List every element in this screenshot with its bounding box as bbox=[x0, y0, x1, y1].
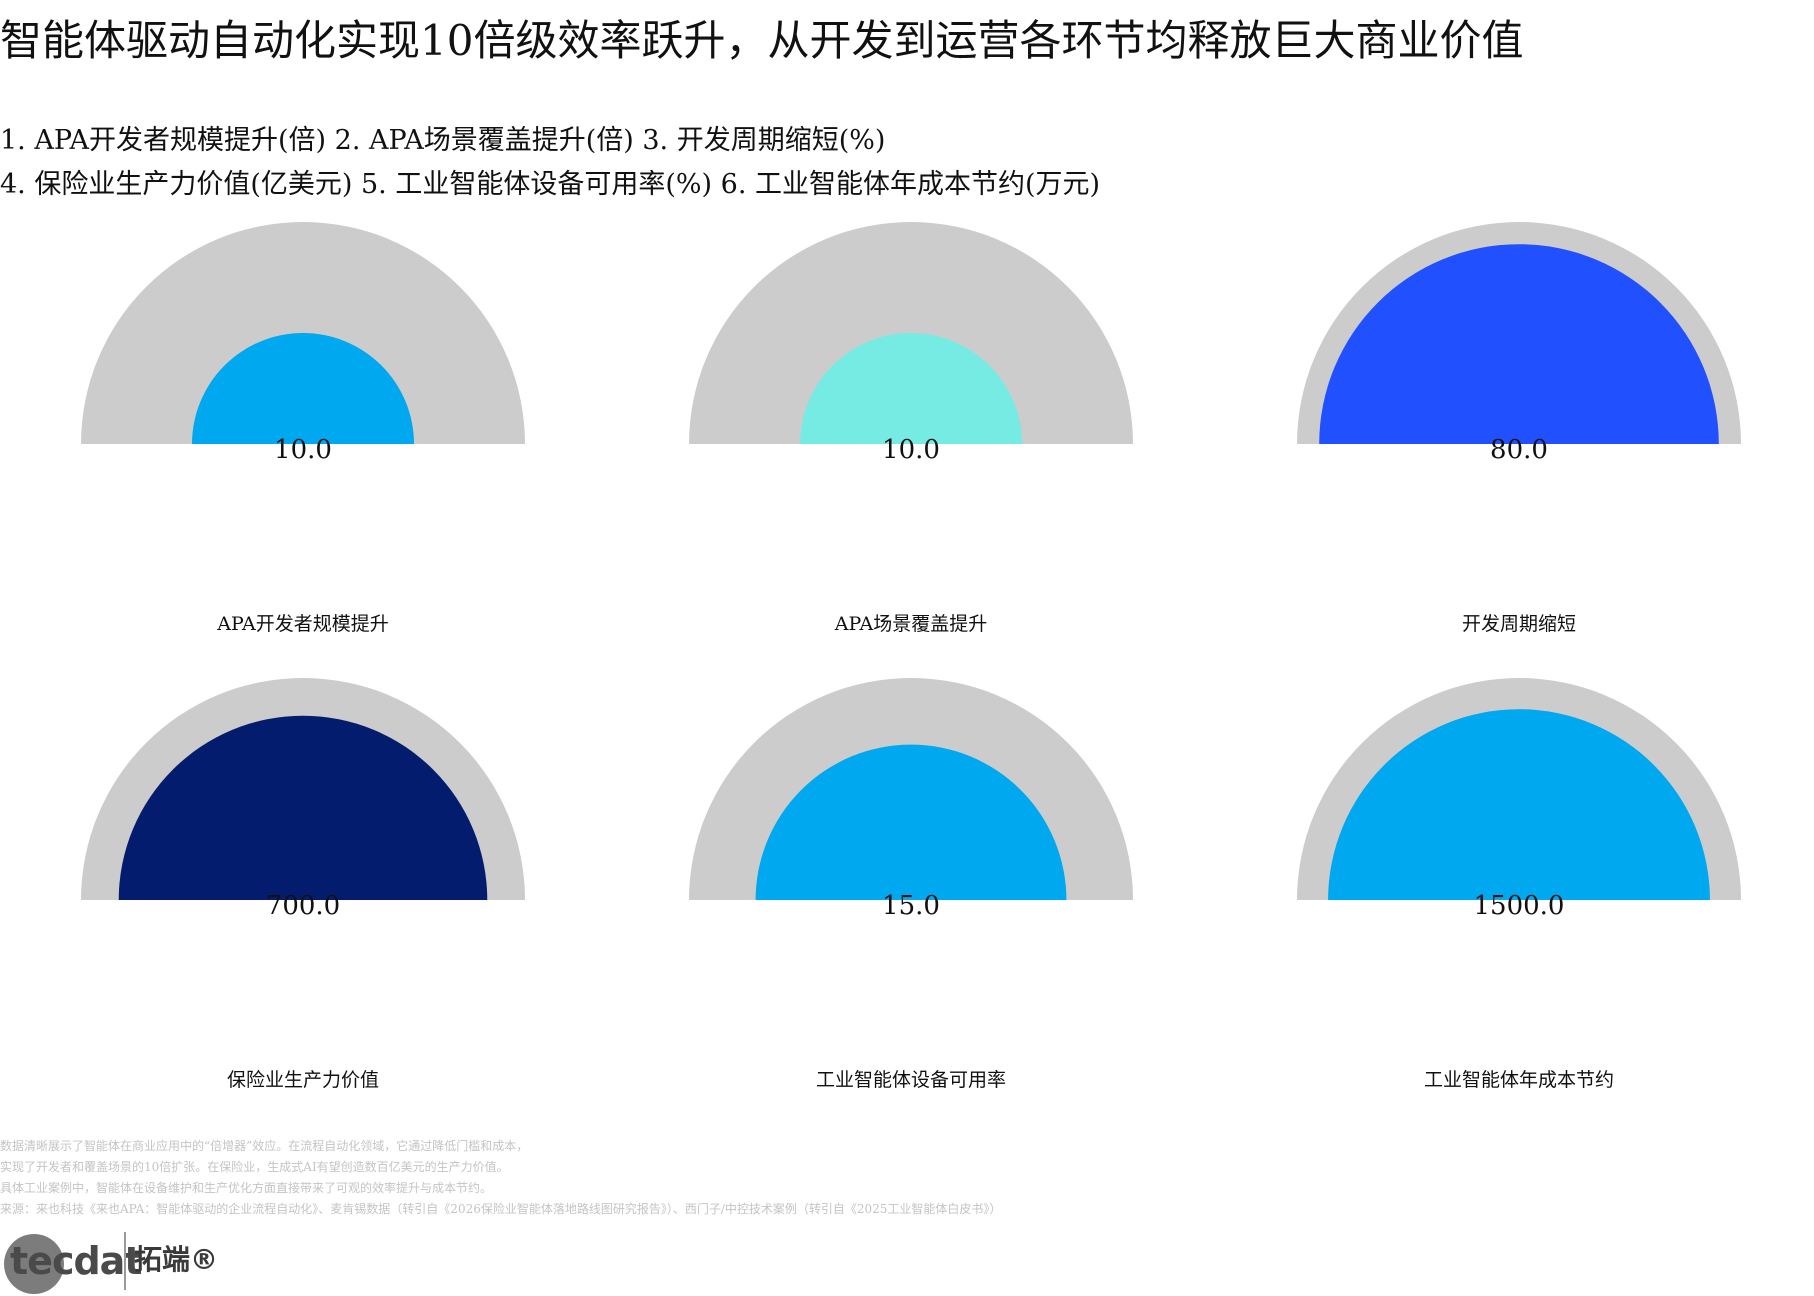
gauge-fill bbox=[800, 333, 1022, 444]
gauge-fill bbox=[1328, 709, 1710, 900]
logo-divider bbox=[124, 1232, 126, 1290]
gauge-category-label: 保险业生产力价值 bbox=[227, 1069, 379, 1091]
gauge-category-label: 开发周期缩短 bbox=[1462, 613, 1576, 635]
gauge-fill bbox=[192, 333, 414, 444]
gauge-value-label: 1500.0 bbox=[1474, 891, 1565, 921]
legend-line-2: 4. 保险业生产力价值(亿美元) 5. 工业智能体设备可用率(%) 6. 工业智… bbox=[0, 169, 1101, 200]
gauge-fill bbox=[1319, 244, 1719, 444]
gauge-category-label: 工业智能体设备可用率 bbox=[816, 1069, 1006, 1091]
gauge-value-label: 15.0 bbox=[882, 891, 940, 921]
source-line: 来源：来也科技《来也APA：智能体驱动的企业流程自动化》、麦肯锡数据（转引自《2… bbox=[0, 1202, 1002, 1216]
logo-badge bbox=[4, 1234, 64, 1294]
gauge-fill bbox=[755, 744, 1067, 900]
gauge-category-label: 工业智能体年成本节约 bbox=[1424, 1069, 1614, 1091]
logo-wordmark: tecdat bbox=[10, 1239, 142, 1283]
gauge-fill bbox=[118, 715, 488, 900]
note-line: 实现了开发者和覆盖场景的10倍扩张。在保险业，生成式AI有望创造数百亿美元的生产… bbox=[0, 1160, 509, 1174]
gauge-value-label: 10.0 bbox=[882, 435, 940, 465]
gauge-category-label: APA开发者规模提升 bbox=[216, 613, 388, 635]
gauge-charts: 10.0 APA开发者规模提升 10.0 APA场景覆盖提升 80.0 开发周期缩短 700… bbox=[81, 222, 1741, 1091]
gauge-category-label: APA场景覆盖提升 bbox=[834, 613, 987, 635]
gauge-value-label: 10.0 bbox=[274, 435, 332, 465]
note-line: 数据清晰展示了智能体在商业应用中的“倍增器”效应。在流程自动化领域，它通过降低门… bbox=[0, 1139, 529, 1153]
gauge-value-label: 80.0 bbox=[1490, 435, 1548, 465]
tecdat-logo: tecdat 拓端® bbox=[4, 1226, 234, 1294]
footnotes: 数据清晰展示了智能体在商业应用中的“倍增器”效应。在流程自动化领域，它通过降低门… bbox=[0, 1136, 1300, 1220]
page-title: 智能体驱动自动化实现10倍级效率跃升，从开发到运营各环节均释放巨大商业价值 bbox=[0, 16, 1524, 65]
gauge-value-label: 700.0 bbox=[266, 891, 340, 921]
logo-chinese-name: 拓端® bbox=[134, 1243, 219, 1276]
legend-line-1: 1. APA开发者规模提升(倍) 2. APA场景覆盖提升(倍) 3. 开发周期… bbox=[0, 125, 886, 156]
note-line: 具体工业案例中，智能体在设备维护和生产优化方面直接带来了可观的效率提升与成本节约… bbox=[0, 1181, 493, 1195]
